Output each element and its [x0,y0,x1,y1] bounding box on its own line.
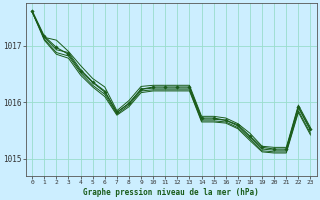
X-axis label: Graphe pression niveau de la mer (hPa): Graphe pression niveau de la mer (hPa) [84,188,259,197]
